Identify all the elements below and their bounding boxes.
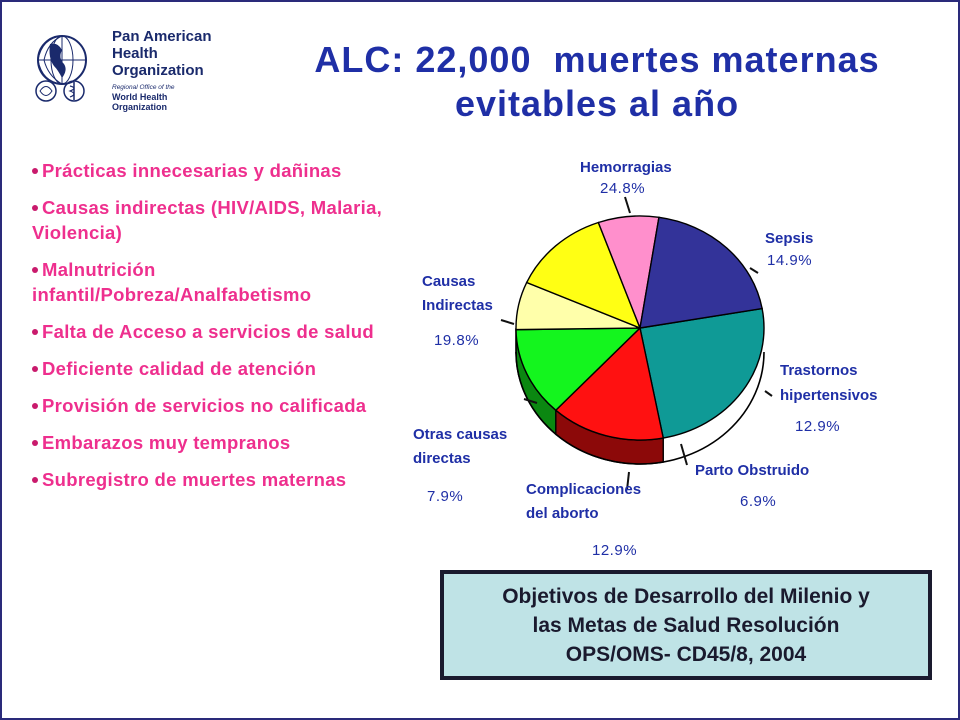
logo-regional-office-text: Regional Office of the [112, 84, 175, 91]
pie-slice-label: Causas [422, 273, 475, 290]
pie-slice [639, 307, 765, 439]
pie-bottom-rim [515, 351, 765, 465]
globe-icon [37, 35, 87, 85]
pie-leader-line [624, 196, 631, 214]
title-line-2: evitables al año [454, 83, 740, 124]
pie-slice-label: directas [413, 450, 471, 467]
title-line-1: ALC: 22,000 muertes maternas [314, 39, 880, 80]
pie-slice-percent-label: 6.9% [740, 493, 776, 510]
bullet-dot-icon [32, 477, 38, 483]
paho-logo: Pan American Health Organization Regiona… [28, 24, 218, 112]
bullet-item: Subregistro de muertes maternas [32, 467, 394, 492]
cause-bullet-list: Prácticas innecesarias y dañinas Causas … [32, 158, 394, 504]
pie-leader-line [680, 443, 688, 466]
pie-slice-label: Trastornos [780, 362, 858, 379]
pie-leader-line [626, 471, 630, 491]
millennium-goals-box: Objetivos de Desarrollo del Milenio y la… [440, 570, 932, 680]
logo-org-line-3: Organization [112, 62, 204, 79]
pie-slice-label: Sepsis [765, 230, 813, 247]
pie-leader-line [764, 390, 773, 397]
page-title: ALC: 22,000 muertes maternas evitables al… [232, 38, 960, 126]
pie-leader-lines-group [500, 196, 773, 491]
pie-slice-percent-label: 7.9% [427, 488, 463, 505]
bullet-item: Falta de Acceso a servicios de salud [32, 319, 394, 344]
pie-slice [515, 327, 642, 412]
pie-slice-percent-label: 12.9% [592, 542, 637, 559]
pie-slice-label: Indirectas [422, 297, 493, 314]
bullet-dot-icon [32, 267, 38, 273]
bullet-item: Provisión de servicios no calificada [32, 393, 394, 418]
logo-org-line-2: Health [112, 45, 158, 62]
pie-slice-label: Parto Obstruido [695, 462, 809, 479]
bullet-item: Deficiente calidad de atención [32, 356, 394, 381]
pie-leader-line [749, 267, 759, 274]
bullet-item: Prácticas innecesarias y dañinas [32, 158, 394, 183]
bullet-dot-icon [32, 205, 38, 211]
pie-slice [554, 326, 665, 441]
pie-leader-line [500, 319, 515, 325]
pie-slice-label: del aborto [526, 505, 599, 522]
pie-slice-label: Complicaciones [526, 481, 641, 498]
bullet-dot-icon [32, 403, 38, 409]
pie-slice [639, 216, 763, 329]
millennium-goals-text: Objetivos de Desarrollo del Milenio y la… [502, 584, 870, 666]
pie-slice-label: Hemorragias [580, 159, 672, 176]
logo-org-line-1: Pan American [112, 28, 212, 45]
who-emblem-icon [35, 80, 85, 102]
bullet-item: Embarazos muy tempranos [32, 430, 394, 455]
logo-who-text: World Health Organization [112, 92, 168, 112]
pie-slice-label: hipertensivos [780, 387, 878, 404]
pie-slice-percent-label: 14.9% [767, 252, 812, 269]
bullet-dot-icon [32, 168, 38, 174]
bullet-dot-icon [32, 329, 38, 335]
bullet-dot-icon [32, 440, 38, 446]
pie-slice-percent-label: 24.8% [600, 180, 645, 197]
bullet-item: Malnutrición infantil/Pobreza/Analfabeti… [32, 259, 312, 305]
pie-slice [525, 221, 642, 330]
pie-slices-group [515, 215, 765, 441]
pie-slice-percent-label: 12.9% [795, 418, 840, 435]
bullet-item: Causas indirectas (HIV/AIDS, Malaria, Vi… [32, 197, 383, 243]
pie-leader-line [523, 398, 538, 404]
pie-slice-percent-label: 19.8% [434, 332, 479, 349]
pie-slice-label: Otras causas [413, 426, 507, 443]
bullet-dot-icon [32, 366, 38, 372]
pie-labels-group: Hemorragias 24.8% Sepsis 14.9% Trastornos hip… [413, 159, 878, 559]
